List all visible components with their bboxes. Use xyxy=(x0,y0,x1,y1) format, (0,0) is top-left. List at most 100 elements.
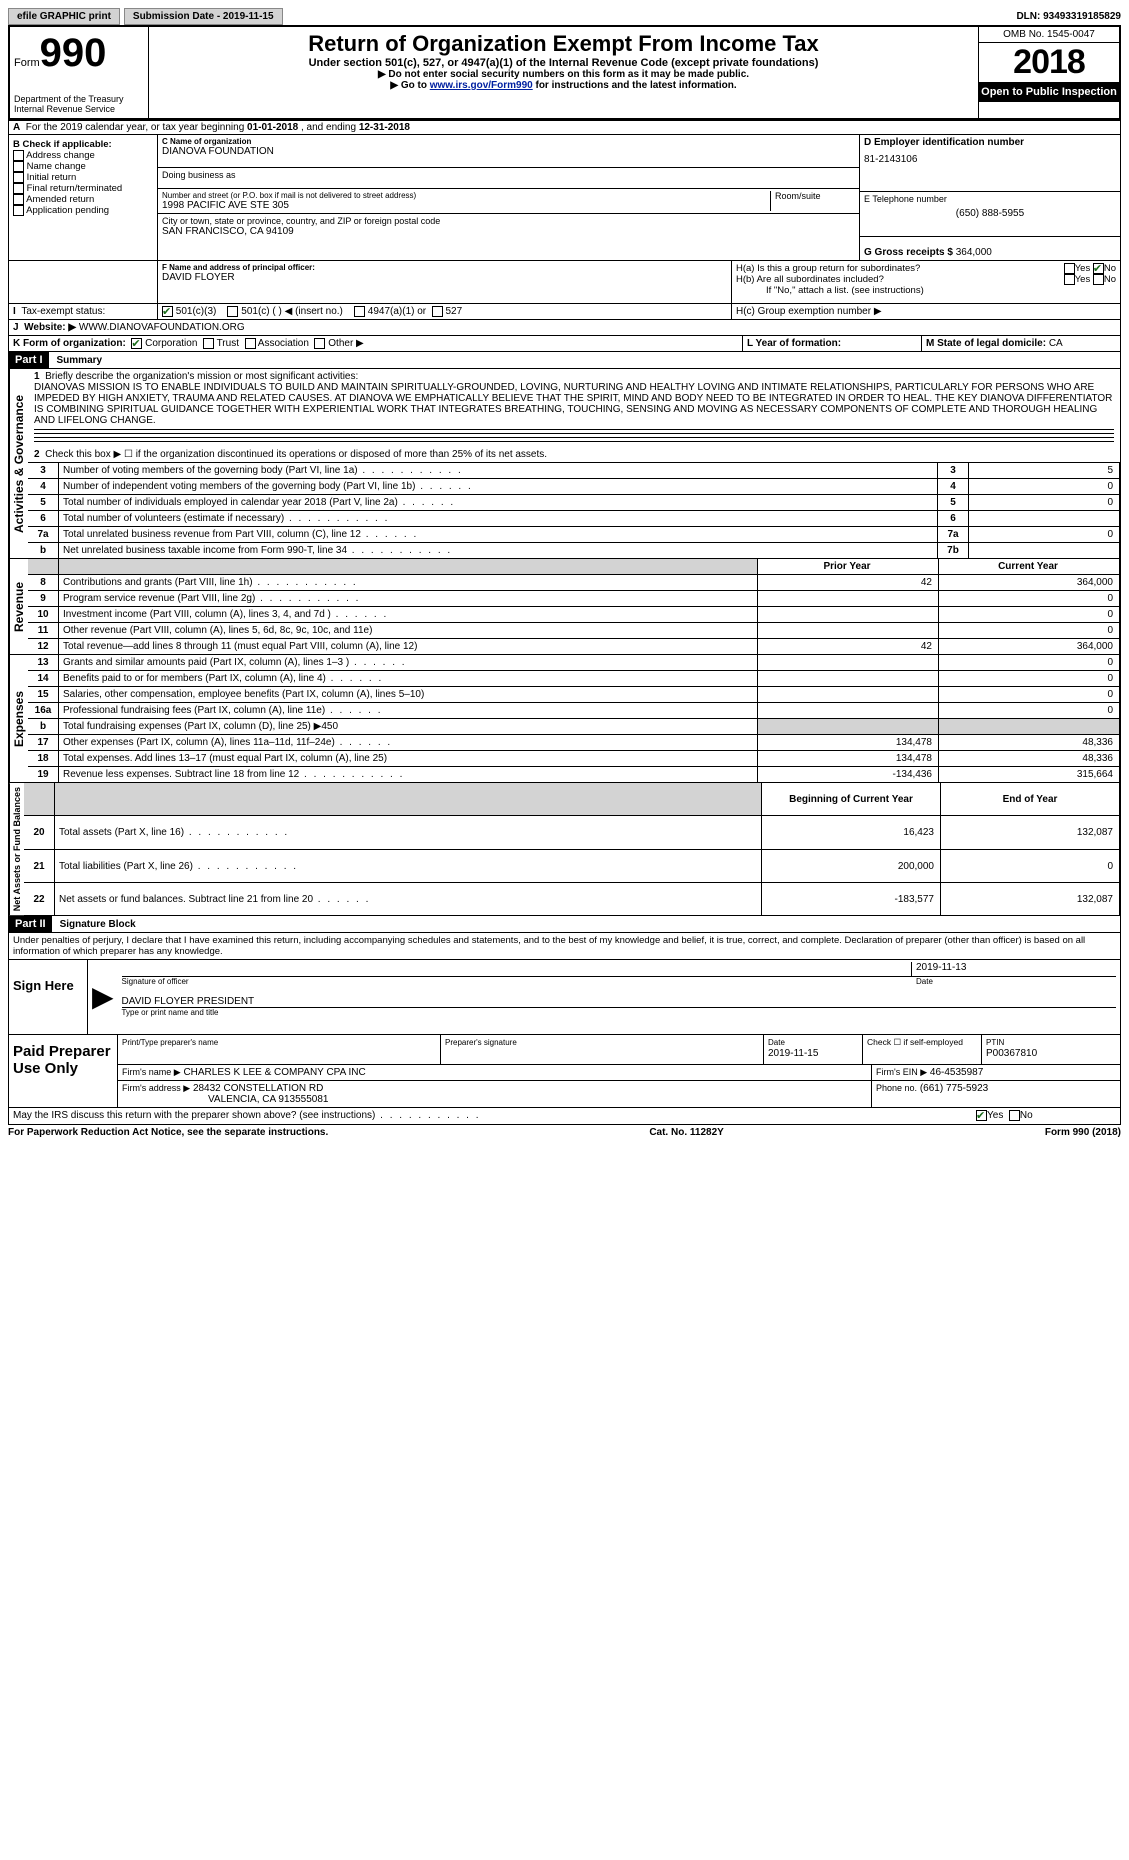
p17: 134,478 xyxy=(758,735,939,751)
check-initial-return[interactable] xyxy=(13,172,24,183)
q1-label: Briefly describe the organization's miss… xyxy=(45,371,358,382)
c11: 0 xyxy=(939,623,1120,639)
firm-phone-label: Phone no. xyxy=(876,1083,917,1093)
officer-name: DAVID FLOYER xyxy=(162,272,727,283)
revenue-section: Revenue Prior YearCurrent Year 8Contribu… xyxy=(8,559,1121,655)
ssn-warning: ▶ Do not enter social security numbers o… xyxy=(153,69,974,80)
submission-date-label: Submission Date - xyxy=(133,11,223,22)
dln-value: 93493319185829 xyxy=(1043,11,1121,22)
check-4947[interactable] xyxy=(354,306,365,317)
ha-no[interactable] xyxy=(1093,263,1104,274)
sign-here-block: Sign Here ▶ 2019-11-13 Signature of offi… xyxy=(8,960,1121,1035)
website-label: Website: ▶ xyxy=(24,322,76,333)
hb-no[interactable] xyxy=(1093,274,1104,285)
submission-date-box: Submission Date - 2019-11-15 xyxy=(124,8,283,25)
paid-preparer-label: Paid Preparer Use Only xyxy=(9,1035,117,1107)
l13: Grants and similar amounts paid (Part IX… xyxy=(63,657,407,668)
ha-yes[interactable] xyxy=(1064,263,1075,274)
dba-label: Doing business as xyxy=(162,170,855,180)
l16a: Professional fundraising fees (Part IX, … xyxy=(63,705,383,716)
form-word: Form xyxy=(14,57,40,69)
city-state-zip: SAN FRANCISCO, CA 94109 xyxy=(162,226,855,237)
check-name-change[interactable] xyxy=(13,161,24,172)
part-2-label: Part II xyxy=(9,916,52,932)
ptin-label: PTIN xyxy=(986,1038,1004,1047)
firm-addr-1: 28432 CONSTELLATION RD xyxy=(193,1083,323,1094)
no-1: No xyxy=(1104,263,1116,274)
instructions-link[interactable]: www.irs.gov/Form990 xyxy=(430,80,533,91)
pt-name-label: Print/Type preparer's name xyxy=(122,1038,218,1047)
opt-501c3: 501(c)(3) xyxy=(176,306,217,317)
c14: 0 xyxy=(939,671,1120,687)
c15: 0 xyxy=(939,687,1120,703)
p21: 200,000 xyxy=(762,849,941,883)
v6 xyxy=(969,511,1120,527)
check-address-change[interactable] xyxy=(13,150,24,161)
form-title: Return of Organization Exempt From Incom… xyxy=(153,31,974,57)
l11: Other revenue (Part VIII, column (A), li… xyxy=(63,625,372,636)
firm-addr-label: Firm's address ▶ xyxy=(122,1083,190,1093)
m-value: CA xyxy=(1049,338,1063,349)
check-501c3[interactable] xyxy=(162,306,173,317)
city-label: City or town, state or province, country… xyxy=(162,216,855,226)
paid-preparer-block: Paid Preparer Use Only Print/Type prepar… xyxy=(8,1035,1121,1108)
k-label: K Form of organization: xyxy=(13,338,126,349)
check-amended[interactable] xyxy=(13,194,24,205)
efile-print-button[interactable]: efile GRAPHIC print xyxy=(8,8,120,25)
discuss-yes[interactable] xyxy=(976,1110,987,1121)
p8: 42 xyxy=(758,575,939,591)
dln-label: DLN: xyxy=(1016,11,1040,22)
gross-receipts-label: G Gross receipts $ xyxy=(864,247,953,258)
hdr-end: End of Year xyxy=(1003,794,1058,805)
l7a: Total unrelated business revenue from Pa… xyxy=(63,529,418,540)
c20: 132,087 xyxy=(941,816,1120,850)
l15: Salaries, other compensation, employee b… xyxy=(63,689,424,700)
phone-label: E Telephone number xyxy=(864,194,1116,204)
goto-suffix: for instructions and the latest informat… xyxy=(533,80,737,91)
c13: 0 xyxy=(939,655,1120,671)
l16b-label: Total fundraising expenses (Part IX, col… xyxy=(63,721,321,732)
c19: 315,664 xyxy=(939,767,1120,783)
row-a-text-b: , and ending xyxy=(298,122,359,133)
top-bar: efile GRAPHIC print Submission Date - 20… xyxy=(8,8,1121,25)
row-a-tax-year: A For the 2019 calendar year, or tax yea… xyxy=(8,121,1121,135)
firm-name: CHARLES K LEE & COMPANY CPA INC xyxy=(183,1067,365,1078)
tax-year-begin: 01-01-2018 xyxy=(247,122,298,133)
check-501c[interactable] xyxy=(227,306,238,317)
discuss-label: May the IRS discuss this return with the… xyxy=(13,1110,481,1121)
check-final-return[interactable] xyxy=(13,183,24,194)
footer-left: For Paperwork Reduction Act Notice, see … xyxy=(8,1127,328,1138)
col-c: C Name of organization DIANOVA FOUNDATIO… xyxy=(158,135,859,260)
addr-label: Number and street (or P.O. box if mail i… xyxy=(162,191,770,200)
opt-4947: 4947(a)(1) or xyxy=(368,306,426,317)
pt-self-employed: Check ☐ if self-employed xyxy=(863,1035,982,1064)
check-527[interactable] xyxy=(432,306,443,317)
entity-block: B Check if applicable: Address change Na… xyxy=(8,135,1121,261)
discuss-no[interactable] xyxy=(1009,1110,1020,1121)
mission-text: DIANOVAS MISSION IS TO ENABLE INDIVIDUAL… xyxy=(34,382,1112,426)
hdr-prior: Prior Year xyxy=(823,561,870,572)
check-other[interactable] xyxy=(314,338,325,349)
check-assoc[interactable] xyxy=(245,338,256,349)
hb-yes[interactable] xyxy=(1064,274,1075,285)
opt-app-pending: Application pending xyxy=(26,205,109,216)
check-trust[interactable] xyxy=(203,338,214,349)
l8: Contributions and grants (Part VIII, lin… xyxy=(63,577,358,588)
col-b-checkboxes: B Check if applicable: Address change Na… xyxy=(9,135,158,260)
q2-label: Check this box ▶ ☐ if the organization d… xyxy=(45,449,547,460)
row-i: I Tax-exempt status: 501(c)(3) 501(c) ( … xyxy=(8,304,1121,320)
check-app-pending[interactable] xyxy=(13,205,24,216)
l10: Investment income (Part VIII, column (A)… xyxy=(63,609,388,620)
l18: Total expenses. Add lines 13–17 (must eq… xyxy=(63,753,387,764)
tax-year-end: 12-31-2018 xyxy=(359,122,410,133)
phone-value: (650) 888-5955 xyxy=(864,208,1116,219)
pt-date-value: 2019-11-15 xyxy=(768,1048,818,1059)
p12: 42 xyxy=(758,639,939,655)
check-corp[interactable] xyxy=(131,338,142,349)
c16a: 0 xyxy=(939,703,1120,719)
revenue-table: Prior YearCurrent Year 8Contributions an… xyxy=(28,559,1120,654)
h-c-label: H(c) Group exemption number ▶ xyxy=(732,304,1120,319)
form-header: Form990 Department of the Treasury Inter… xyxy=(8,25,1121,121)
sign-date-value: 2019-11-13 xyxy=(911,962,1116,977)
opt-address-change: Address change xyxy=(26,150,95,161)
